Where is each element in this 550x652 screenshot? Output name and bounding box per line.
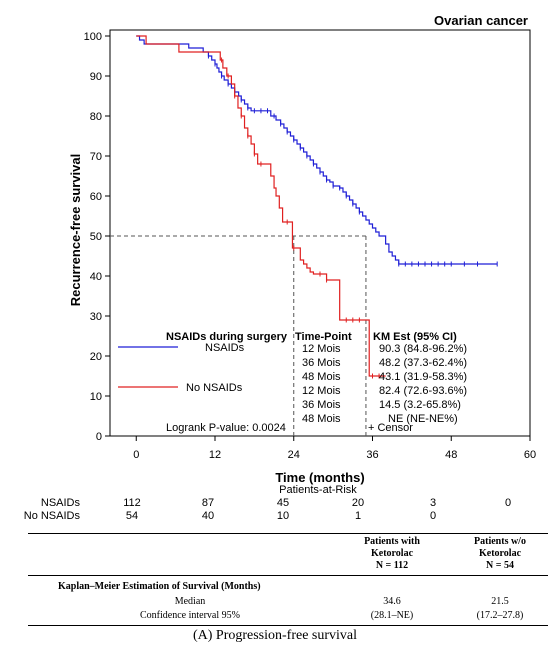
legend-timepoint: 48 Mois [302,371,341,383]
y-tick-label: 90 [90,71,102,83]
legend-group-no-nsaids: No NSAIDs [186,382,243,394]
risk-count: 10 [277,510,289,522]
col-header-line: Ketorolac [478,548,522,559]
legend-header-km: KM Est (95% CI) [373,331,457,343]
x-tick-label: 60 [524,449,536,461]
row-label-median: Median [174,596,206,607]
risk-table-title: Patients-at-Risk [279,484,357,496]
axes-group: 0 10 20 30 40 50 60 70 80 90 100 0 12 24 36 48 60 [84,31,536,461]
row-label-ci: Confidence interval 95% [140,610,240,621]
chart-title: Ovarian cancer [434,13,528,28]
col-header-line: Patients with [364,536,420,547]
table-rule-top [28,533,548,534]
y-tick-label: 80 [90,111,102,123]
col-header-line: Patients w/o [474,536,526,547]
col-header-with: Patients with Ketorolac N = 112 [352,536,432,572]
risk-row-label: NSAIDs [41,497,81,509]
risk-count: 112 [123,497,141,509]
y-tick-label: 70 [90,151,102,163]
figure-caption: (A) Progression-free survival [192,628,358,643]
x-tick-label: 24 [288,449,300,461]
y-tick-label: 10 [90,391,102,403]
legend-km-estimate: 48.2 (37.3-62.4%) [379,357,467,369]
risk-row-label: No NSAIDs [24,510,81,522]
risk-count: 1 [355,510,361,522]
plot-frame [109,29,531,437]
legend-header-timepoint: Time-Point [295,331,352,343]
risk-count: 3 [430,497,436,509]
y-tick-label: 30 [90,311,102,323]
x-axis-label: Time (months) [275,470,364,485]
ci-with: (28.1–NE) [370,610,414,621]
legend-timepoint: 36 Mois [302,357,341,369]
x-tick-label: 48 [445,449,457,461]
reference-lines [110,235,367,436]
y-tick-label: 100 [84,31,102,43]
legend-timepoint: 12 Mois [302,385,341,397]
median-with: 34.6 [383,596,401,607]
risk-table: Patients-at-Risk NSAIDs No NSAIDs 112 87… [24,484,511,522]
risk-count: 20 [352,497,364,509]
risk-count: 0 [505,497,511,509]
legend-timepoint: 48 Mois [302,413,341,425]
curve-no-nsaids [136,35,386,377]
survival-curves [136,35,498,379]
risk-count: 54 [126,510,138,522]
y-axis-label: Recurrence-free survival [68,154,83,306]
km-plot-svg: Ovarian cancer Recurrence-free survival … [24,13,536,522]
col-header-without: Patients w/o Ketorolac N = 54 [460,536,540,572]
col-header-line: N = 112 [375,560,409,571]
table-rule-header [28,575,548,576]
legend-group-nsaids: NSAIDs [205,342,245,354]
risk-count: 40 [202,510,214,522]
legend-km-estimate: NE (NE-NE%) [388,413,458,425]
y-tick-label: 50 [90,231,102,243]
risk-count: 45 [277,497,289,509]
ci-without: (17.2–27.8) [476,610,524,621]
y-tick-label: 0 [96,431,102,443]
y-tick-label: 40 [90,271,102,283]
legend-km-estimate: 14.5 (3.2-65.8%) [379,399,461,411]
km-chart: Ovarian cancer Recurrence-free survival … [24,13,536,522]
table-section-title: Kaplan–Meier Estimation of Survival (Mon… [58,581,261,592]
legend-timepoint: 12 Mois [302,343,341,355]
legend-km-estimate: 43.1 (31.9-58.3%) [379,371,467,383]
col-header-line: Ketorolac [370,548,414,559]
censor-legend: + Censor [368,422,413,434]
table-rule-bottom [28,625,548,626]
logrank-pvalue: Logrank P-value: 0.0024 [166,422,286,434]
x-tick-label: 36 [366,449,378,461]
y-tick-label: 60 [90,191,102,203]
x-tick-label: 12 [209,449,221,461]
x-tick-label: 0 [133,449,139,461]
legend-km-estimate: 82.4 (72.6-93.6%) [379,385,467,397]
legend-header-group: NSAIDs during surgery [166,331,288,343]
col-header-line: N = 54 [486,560,514,571]
risk-count: 0 [430,510,436,522]
median-without: 21.5 [491,596,509,607]
legend-timepoint: 36 Mois [302,399,341,411]
legend-km-estimate: 90.3 (84.8-96.2%) [379,343,467,355]
risk-count: 87 [202,497,214,509]
y-tick-label: 20 [90,351,102,363]
legend: NSAIDs during surgery Time-Point KM Est … [118,331,467,434]
